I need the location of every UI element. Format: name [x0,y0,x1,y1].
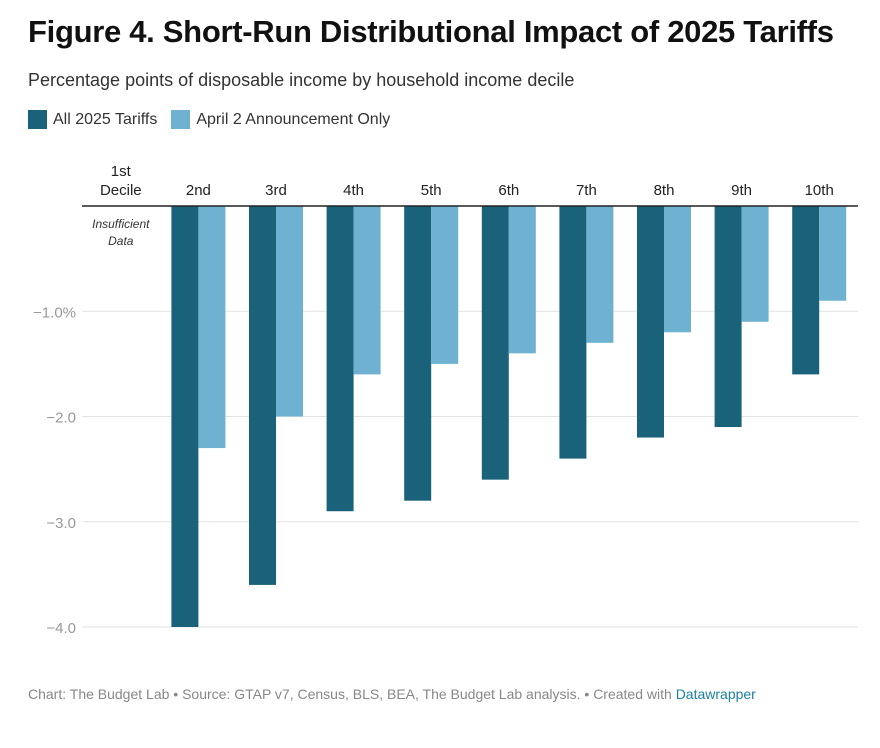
bar-april-2 [586,206,614,343]
x-tick-label: 2nd [186,182,211,199]
y-tick-label: −3.0 [46,515,76,532]
bar-all-tariffs [559,206,587,459]
legend-label-all-tariffs: All 2025 Tariffs [53,110,158,128]
bar-all-tariffs [714,206,742,428]
bar-april-2 [508,206,536,354]
x-tick-label: 7th [576,182,597,199]
annotation-label: Insufficient [92,217,150,231]
bar-april-2 [741,206,769,322]
bar-all-tariffs [171,206,199,627]
legend: All 2025 Tariffs April 2 Announcement On… [28,110,404,129]
chart-footer: Chart: The Budget Lab • Source: GTAP v7,… [28,686,756,702]
legend-item-all-tariffs: All 2025 Tariffs [28,110,157,129]
bar-april-2 [353,206,381,375]
x-tick-label: 4th [343,182,364,199]
annotation-label: Data [108,234,134,248]
chart-subtitle: Percentage points of disposable income b… [28,70,575,90]
footer-source: Chart: The Budget Lab • Source: GTAP v7,… [28,686,676,702]
bar-april-2 [664,206,691,333]
x-tick-label: 3rd [265,182,287,199]
x-tick-label: Decile [100,182,142,199]
bar-all-tariffs [249,206,276,585]
x-tick-label: 9th [731,182,752,199]
bar-all-tariffs [404,206,432,501]
bar-all-tariffs [637,206,664,438]
bar-april-2 [819,206,847,301]
x-tick-label: 5th [421,182,442,199]
datawrapper-link[interactable]: Datawrapper [675,686,756,702]
bar-april-2 [198,206,226,449]
bar-april-2 [276,206,303,417]
y-tick-label: −4.0 [46,620,76,637]
x-tick-label: 6th [498,182,519,199]
legend-item-april-2: April 2 Announcement Only [171,110,390,129]
bar-chart: −1.0% −2.0 −3.0 −4.0 1st Decile 2nd 3rd 4th 5th 6t… [33,163,858,637]
bar-all-tariffs [326,206,354,512]
legend-swatch-april-2 [171,110,191,129]
bar-all-tariffs [481,206,509,480]
x-tick-label: 8th [654,182,675,199]
y-tick-label: −1.0% [33,304,76,321]
legend-label-april-2: April 2 Announcement Only [196,110,391,128]
bar-all-tariffs [792,206,820,375]
y-tick-label: −2.0 [46,410,76,427]
chart-title: Figure 4. Short-Run Distributional Impac… [28,14,834,49]
bar-april-2 [431,206,459,364]
x-tick-label: 10th [805,182,834,199]
legend-swatch-all-tariffs [28,110,47,129]
x-tick-label: 1st [111,163,132,180]
